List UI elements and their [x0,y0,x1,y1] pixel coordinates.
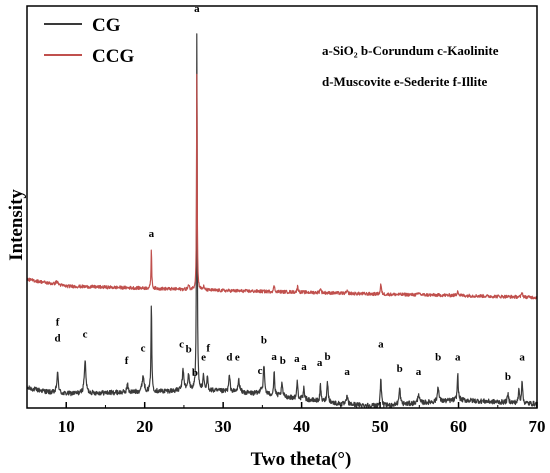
legend: CG CCG [44,15,134,67]
peak-label: a [271,351,277,363]
peak-label: c [258,365,263,377]
peak-label: f [125,355,129,367]
peak-label: b [324,351,330,363]
y-axis-title: Intensity [6,189,27,261]
legend-label-ccg: CCG [92,46,134,67]
peak-label: d [226,352,232,364]
series-line-ccg [26,73,538,300]
peak-label: b [186,344,192,356]
plot-frame [26,5,538,409]
peak-label: b [261,335,267,347]
x-tick-label: 50 [372,417,389,436]
phase-key-line-1: a-SiO₂ b-Corundum c-Kaolinite [322,43,499,58]
peak-label: b [505,371,511,383]
peak-label: a [455,352,461,364]
x-tick-label: 70 [529,417,546,436]
x-tick-label: 10 [58,417,75,436]
peak-label: f [206,343,210,355]
phase-key: a-SiO₂ b-Corundum c-Kaolinite d-Muscovit… [322,43,499,89]
peak-label: a [317,357,323,369]
peak-label: d [55,333,61,345]
peak-label: a [378,339,384,351]
series-line-cg [26,33,538,409]
x-tick-label: 60 [450,417,467,436]
peak-label: a [344,366,350,378]
peak-label: e [201,352,206,364]
peak-label: c [83,329,88,341]
x-tick-label: 20 [136,417,153,436]
peak-label: a [294,353,300,365]
x-axis-ticks: 10 20 30 40 50 60 70 [26,402,546,436]
peak-label: b [192,367,198,379]
series-layer [26,33,538,409]
legend-label-cg: CG [92,15,121,36]
peak-label: e [235,352,240,364]
peak-label: a [416,366,422,378]
peak-label: a [194,3,200,15]
peak-label: a [301,361,307,373]
peak-label: c [179,339,184,351]
peak-label: c [141,343,146,355]
x-tick-label: 40 [293,417,310,436]
peak-label: a [519,352,525,364]
peak-label: b [280,355,286,367]
peak-label: b [397,363,403,375]
x-axis-title: Two theta(°) [251,449,352,470]
peak-label: a [149,228,155,240]
phase-key-line-2: d-Muscovite e-Sederite f-Illite [322,74,488,89]
peak-label: f [56,317,60,329]
x-tick-label: 30 [215,417,232,436]
peak-label: b [435,352,441,364]
